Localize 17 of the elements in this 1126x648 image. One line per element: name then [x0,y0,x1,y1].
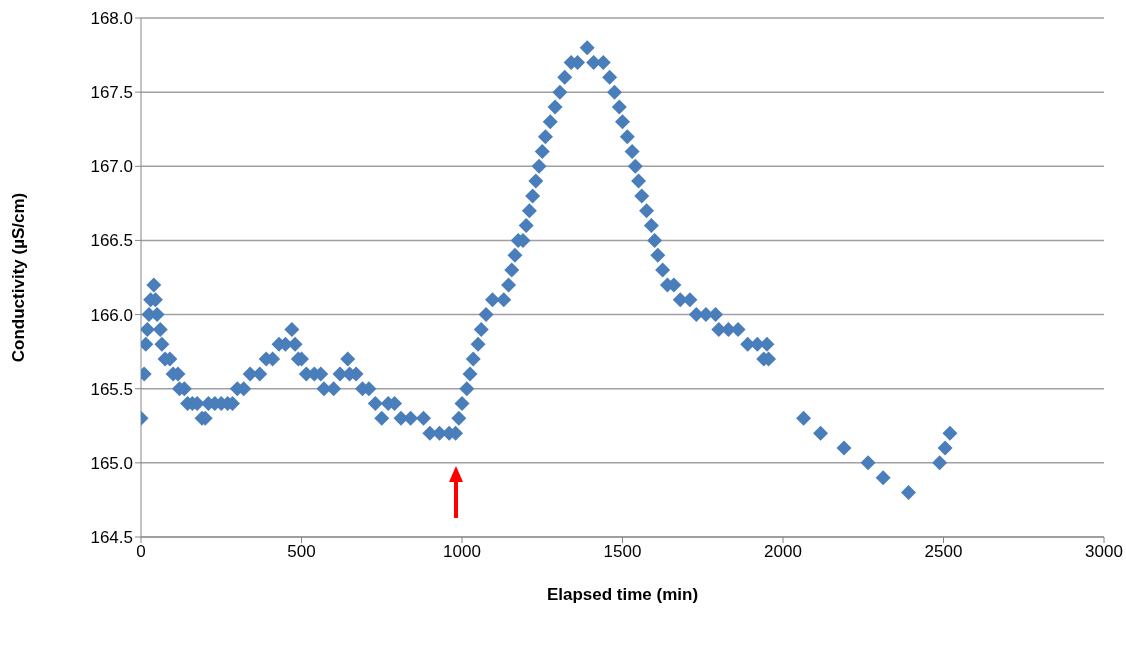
x-tick-label: 2000 [764,542,802,562]
x-tick-label: 3000 [1085,542,1123,562]
y-tick-label: 165.0 [90,453,133,473]
x-tick-label: 0 [136,542,146,562]
x-tick-label: 1500 [603,542,642,562]
y-tick-label: 168.0 [90,9,133,29]
y-tick-label: 166.5 [90,231,133,251]
x-tick-label: 1000 [443,542,481,562]
y-tick-label: 164.5 [90,528,133,548]
x-axis-title: Elapsed time (min) [546,585,699,604]
y-tick-label: 167.0 [90,157,133,177]
y-tick-label: 165.5 [90,379,133,399]
x-tick-label: 2500 [924,542,963,562]
y-tick-label: 166.0 [90,305,133,325]
x-tick-label: 500 [287,542,316,562]
y-axis-title: Conductivity (µS/cm) [9,192,29,363]
y-tick-label: 167.5 [90,83,133,103]
